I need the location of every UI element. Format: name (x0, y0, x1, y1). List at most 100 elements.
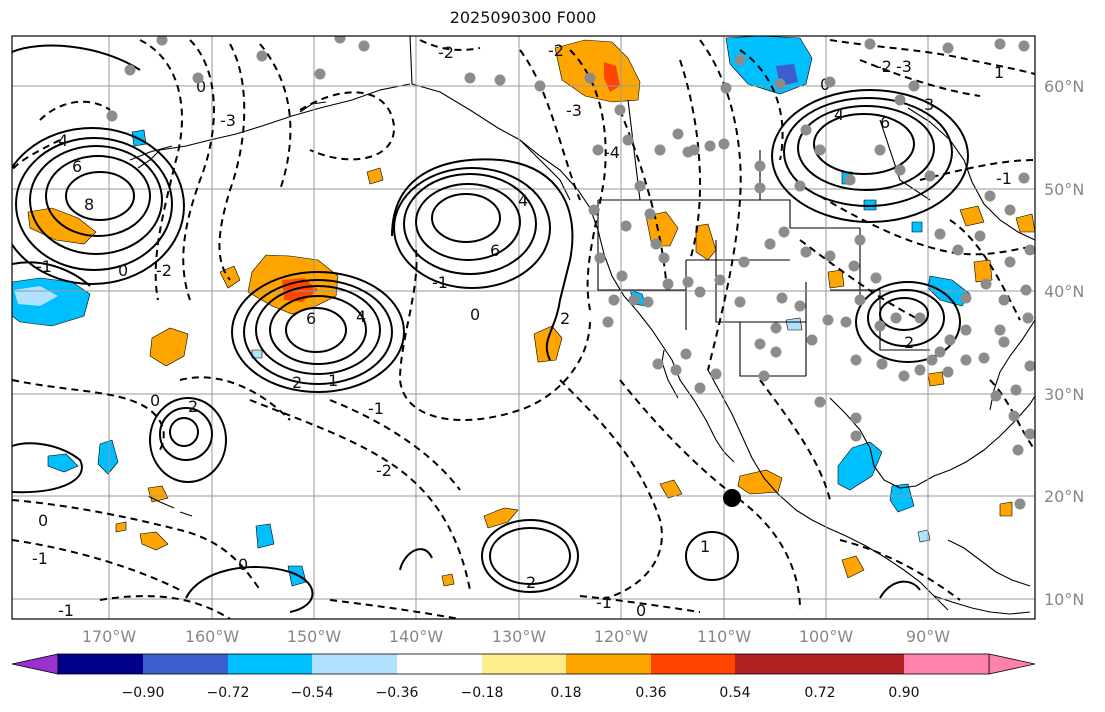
negative-shading (255, 523, 275, 549)
station-marker (824, 250, 836, 262)
map-border (11, 35, 1036, 620)
positive-contours (12, 44, 969, 613)
station-marker (1024, 360, 1035, 372)
station-marker (720, 82, 732, 94)
station-marker (998, 294, 1010, 306)
positive-shading (927, 371, 945, 387)
contour-label: -1 (36, 257, 52, 276)
positive-shading (533, 325, 563, 363)
station-marker (850, 412, 862, 424)
station-marker (978, 352, 990, 364)
map-title: 2025090300 F000 (449, 8, 597, 27)
station-marker (980, 278, 992, 290)
contour-label: -1 (368, 399, 384, 418)
contour-label: -2 (156, 261, 172, 280)
longitude-tick-label: 110°W (697, 627, 752, 646)
longitude-tick-label: 90°W (906, 627, 950, 646)
contour-label: -3 (896, 57, 912, 76)
station-marker (960, 292, 972, 304)
station-marker (622, 134, 634, 146)
colorbar-segment (143, 654, 228, 674)
negative-shading (911, 221, 923, 233)
contour-label: 0 (820, 75, 830, 94)
station-marker (864, 38, 876, 50)
cyclone-center-marker (723, 489, 741, 507)
station-marker (994, 38, 1006, 50)
latitude-tick-label: 40°N (1044, 282, 1084, 301)
station-markers (106, 36, 1035, 510)
contour-label: 6 (72, 157, 82, 176)
colorbar-label: 0.18 (550, 685, 581, 701)
station-marker (840, 316, 852, 328)
station-marker (754, 182, 766, 194)
contour-label: 0 (238, 555, 248, 574)
station-marker (662, 278, 674, 290)
station-marker (650, 238, 662, 250)
contour-label: -3 (566, 101, 582, 120)
map-panel: 4 6 8 -1 0 -2 -3 6 4 2 1 6 4 2 0 -1 -2 0… (11, 35, 1036, 620)
station-marker (850, 430, 862, 442)
latitude-tick-label: 30°N (1044, 385, 1084, 404)
station-marker (594, 252, 606, 264)
station-marker (680, 348, 692, 360)
colorbar-segment (228, 654, 312, 674)
station-marker (584, 72, 596, 84)
station-marker (464, 72, 476, 84)
colorbar-label: 0.72 (804, 685, 835, 701)
station-marker (758, 370, 770, 382)
colorbar-label: 0.54 (719, 685, 750, 701)
station-marker (960, 324, 972, 336)
station-marker (256, 50, 268, 62)
contour-labels: 4 6 8 -1 0 -2 -3 6 4 2 1 6 4 2 0 -1 -2 0… (32, 41, 1012, 620)
positive-shading (441, 573, 455, 587)
contour-label: 0 (150, 391, 160, 410)
positive-shading (483, 507, 519, 529)
colorbar-segment (58, 654, 143, 674)
positive-shading (1015, 213, 1035, 233)
station-marker (942, 42, 954, 54)
contour-label: 0 (118, 261, 128, 280)
station-marker (602, 316, 614, 328)
station-marker (934, 228, 946, 240)
contour-label: 8 (84, 195, 94, 214)
colorbar-segment (566, 654, 651, 674)
station-marker (914, 364, 926, 376)
station-marker (914, 312, 926, 324)
station-marker (694, 382, 706, 394)
station-marker (952, 244, 964, 256)
station-marker (934, 346, 946, 358)
station-marker (926, 354, 938, 366)
station-marker (658, 252, 670, 264)
station-marker (942, 366, 954, 378)
contour-label: 0 (636, 601, 646, 620)
latitude-tick-label: 20°N (1044, 487, 1084, 506)
colorbar-label: −0.18 (461, 685, 504, 701)
contour-label: -1 (596, 593, 612, 612)
colorbar-segment (820, 654, 904, 674)
station-marker (494, 74, 506, 86)
station-marker (848, 260, 860, 272)
station-marker (764, 238, 776, 250)
contour-label: 6 (880, 113, 890, 132)
station-marker (1010, 384, 1022, 396)
contour-label: 2 (292, 373, 302, 392)
negative-shading (47, 453, 79, 473)
station-marker (898, 370, 910, 382)
station-marker (824, 76, 836, 88)
station-marker (634, 180, 646, 192)
contour-label: 1 (328, 371, 338, 390)
station-marker (1018, 172, 1030, 184)
colorbar-segment (904, 654, 989, 674)
latitude-tick-label: 50°N (1044, 180, 1084, 199)
longitude-tick-label: 130°W (492, 627, 547, 646)
station-marker (1024, 244, 1035, 256)
station-marker (644, 208, 656, 220)
station-marker (844, 174, 856, 186)
colorbar-segment (651, 654, 735, 674)
station-marker (990, 390, 1002, 402)
station-marker (754, 338, 766, 350)
station-marker (642, 296, 654, 308)
station-marker (1004, 256, 1016, 268)
station-marker (592, 144, 604, 156)
colorbar-label: 0.36 (635, 685, 666, 701)
